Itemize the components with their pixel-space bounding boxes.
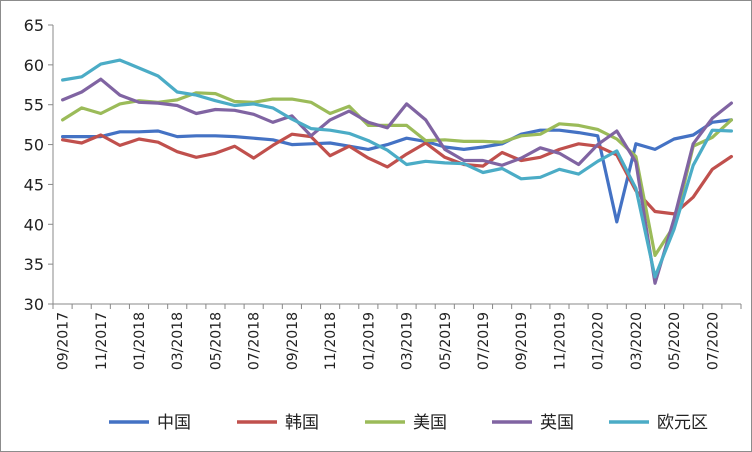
x-tick-label: 05/2018 bbox=[208, 312, 224, 370]
legend-label: 韩国 bbox=[285, 413, 319, 433]
x-tick-label: 03/2019 bbox=[400, 312, 416, 370]
series-line-0 bbox=[60, 118, 734, 224]
x-tick-label: 01/2018 bbox=[132, 312, 148, 370]
x-tick-label: 03/2020 bbox=[629, 312, 645, 370]
y-tick-label: 60 bbox=[24, 56, 44, 75]
series-line-2 bbox=[60, 91, 734, 257]
x-tick-label: 09/2017 bbox=[56, 312, 72, 370]
legend: 中国 韩国 美国 英国 欧元区 bbox=[109, 413, 708, 433]
series-line-4 bbox=[60, 58, 734, 279]
x-tick-label: 05/2020 bbox=[667, 312, 683, 370]
legend-label: 美国 bbox=[413, 413, 447, 433]
x-tick-label: 11/2018 bbox=[323, 312, 339, 370]
y-tick-label: 40 bbox=[24, 215, 44, 234]
x-tick-label: 01/2020 bbox=[591, 312, 607, 370]
x-tick-label: 05/2019 bbox=[438, 312, 454, 370]
x-tick-label: 11/2017 bbox=[94, 312, 110, 370]
legend-label: 欧元区 bbox=[657, 413, 708, 433]
x-tick-label: 01/2019 bbox=[361, 312, 377, 370]
y-tick-label: 35 bbox=[24, 255, 44, 274]
y-tick-label: 30 bbox=[24, 295, 44, 314]
legend-label: 英国 bbox=[540, 413, 574, 433]
y-tick-label: 65 bbox=[24, 16, 44, 35]
y-tick-label: 55 bbox=[24, 96, 44, 115]
axes: 30 35 40 45 50 55 60 65 09/2017 11/2017 01/2018 03/… bbox=[24, 16, 742, 370]
series-line-1 bbox=[60, 132, 734, 216]
legend-label: 中国 bbox=[157, 413, 191, 433]
x-tick-label: 09/2018 bbox=[285, 312, 301, 370]
x-tick-label: 09/2019 bbox=[514, 312, 530, 370]
series-lines bbox=[60, 58, 734, 285]
x-tick-label: 07/2018 bbox=[247, 312, 263, 370]
x-tick-label: 03/2018 bbox=[170, 312, 186, 370]
x-tick-label: 07/2019 bbox=[476, 312, 492, 370]
x-tick-label: 11/2019 bbox=[552, 312, 568, 370]
series-line-3 bbox=[60, 77, 734, 285]
x-tick-label: 07/2020 bbox=[705, 312, 721, 370]
y-tick-label: 50 bbox=[24, 136, 44, 155]
y-tick-label: 45 bbox=[24, 175, 44, 194]
